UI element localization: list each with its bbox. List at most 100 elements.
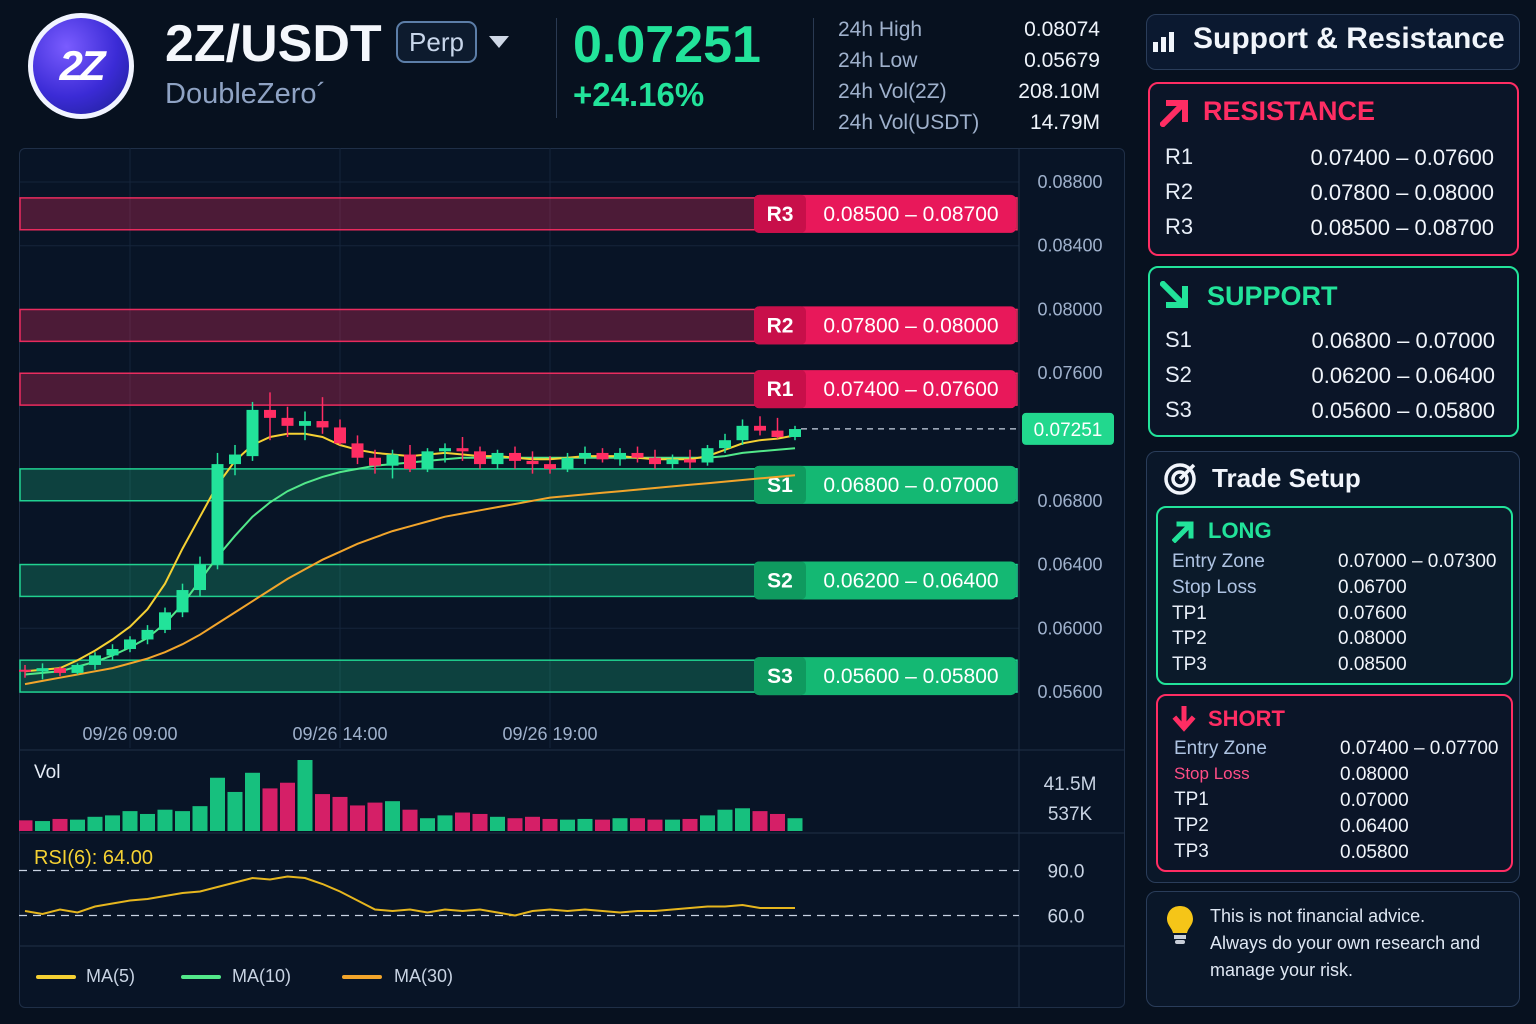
resistance-level-range: 0.07800 – 0.08000 xyxy=(1310,180,1494,205)
volume-bar xyxy=(157,809,173,831)
zone-range-label: 0.07400 – 0.07600 xyxy=(823,378,998,401)
volume-bar xyxy=(735,808,750,831)
volume-bar xyxy=(420,818,435,831)
candle-body xyxy=(19,669,31,672)
volume-bar xyxy=(122,811,138,831)
long-row-value: 0.07600 xyxy=(1338,603,1407,624)
legend-ma5[interactable]: MA(5) xyxy=(86,966,135,986)
long-row-label: Entry Zone xyxy=(1172,551,1265,572)
support-level-id: S1 xyxy=(1165,327,1192,352)
candle-body xyxy=(579,452,591,458)
support-level-range: 0.06800 – 0.07000 xyxy=(1311,328,1495,353)
volume-bar xyxy=(682,818,698,831)
zone-id-r2: R2 xyxy=(767,314,794,337)
disclaimer-line: Always do your own research and xyxy=(1210,933,1481,953)
candle-body xyxy=(334,427,346,444)
volume-bar xyxy=(647,819,663,831)
long-row-label: Stop Loss xyxy=(1172,577,1257,598)
stat-label: 24h High xyxy=(838,18,923,41)
candle-body xyxy=(736,425,749,441)
volume-bar xyxy=(560,819,575,831)
candle-body xyxy=(194,564,206,591)
candle-body xyxy=(491,452,504,465)
legend-ma30-swatch xyxy=(342,975,382,979)
volume-bar xyxy=(280,782,295,831)
coin-name: DoubleZero´ xyxy=(165,78,327,110)
price-chart[interactable]: R3 0.08500 – 0.08700 R2 0.07800 – 0.08000 R1… xyxy=(19,148,1125,1008)
chevron-down-icon[interactable] xyxy=(489,36,509,48)
candle-body xyxy=(666,459,679,465)
volume-bar xyxy=(35,821,50,831)
candle-body xyxy=(754,425,766,431)
support-level-id: S2 xyxy=(1165,362,1192,387)
volume-bar xyxy=(210,777,225,831)
candle-body xyxy=(141,629,154,640)
current-price-tag xyxy=(1022,412,1114,445)
y-tick-label: 0.08800 xyxy=(1037,172,1102,192)
volume-bar xyxy=(227,791,243,831)
market-type-badge[interactable]: Perp xyxy=(396,21,477,63)
volume-label: Vol xyxy=(34,762,60,783)
candle-body xyxy=(229,454,241,465)
candle-body xyxy=(299,421,311,426)
volume-bar xyxy=(472,813,488,831)
volume-bar xyxy=(700,815,715,831)
y-tick-label: 0.05600 xyxy=(1037,682,1102,702)
lightbulb-icon xyxy=(1167,906,1193,944)
short-row-label: Entry Zone xyxy=(1174,738,1267,759)
short-row-value: 0.06400 xyxy=(1340,816,1409,837)
resistance-level-id: R3 xyxy=(1165,214,1194,239)
zone-label-box xyxy=(754,465,1016,504)
legend-ma10[interactable]: MA(10) xyxy=(232,966,292,986)
zone-id-box xyxy=(754,561,806,600)
volume-bar xyxy=(87,816,103,831)
candle-body xyxy=(526,460,539,465)
candle-body xyxy=(684,459,696,463)
resistance-level-range: 0.07400 – 0.07600 xyxy=(1310,145,1494,170)
disclaimer-line: manage your risk. xyxy=(1210,960,1354,980)
volume-bar xyxy=(542,818,558,831)
stat-value: 208.10M xyxy=(1018,80,1100,103)
zone-id-box xyxy=(754,657,806,696)
volume-tick-label: 41.5M xyxy=(1044,774,1097,795)
volume-bar xyxy=(192,806,208,831)
disclaimer-line: This is not financial advice. xyxy=(1210,906,1426,926)
short-row-label: TP3 xyxy=(1174,841,1209,862)
volume-bar xyxy=(245,772,260,831)
candle-body xyxy=(264,409,276,418)
volume-bar xyxy=(140,813,155,831)
support-panel xyxy=(1148,266,1519,437)
long-setup-panel xyxy=(1156,506,1513,685)
x-tick-label: 09/26 09:00 xyxy=(82,724,177,744)
support-level-id: S3 xyxy=(1165,397,1192,422)
volume-bar xyxy=(105,815,120,831)
arrow-up-right-icon xyxy=(1172,521,1194,543)
volume-bar xyxy=(717,809,733,831)
stat-label: 24h Vol(USDT) xyxy=(838,111,980,134)
resistance-title: RESISTANCE xyxy=(1203,96,1376,126)
support-level-range: 0.05600 – 0.05800 xyxy=(1311,398,1495,423)
candle-body xyxy=(404,454,416,469)
stat-value: 14.79M xyxy=(1029,111,1100,134)
pair-symbol[interactable]: 2Z/USDT xyxy=(165,15,382,73)
candle-body xyxy=(509,452,521,461)
volume-bar xyxy=(385,801,400,831)
volume-bar xyxy=(297,760,313,831)
short-row-label: Stop Loss xyxy=(1174,764,1250,783)
candle-body xyxy=(596,452,609,460)
candle-body xyxy=(544,464,556,469)
volume-bar xyxy=(630,818,645,831)
long-row-value: 0.06700 xyxy=(1338,577,1407,598)
volume-bar xyxy=(262,788,278,831)
candle-body xyxy=(631,452,644,458)
candle-body xyxy=(36,668,49,672)
volume-bar xyxy=(175,811,190,831)
candle-body xyxy=(281,417,294,426)
legend-ma30[interactable]: MA(30) xyxy=(394,966,454,986)
volume-bar xyxy=(490,816,505,831)
volume-bar xyxy=(595,819,610,831)
resistance-panel xyxy=(1148,82,1519,256)
bar-chart-icon xyxy=(1153,32,1174,52)
zone-id-s3: S3 xyxy=(767,665,793,688)
long-row-label: TP2 xyxy=(1172,628,1207,649)
